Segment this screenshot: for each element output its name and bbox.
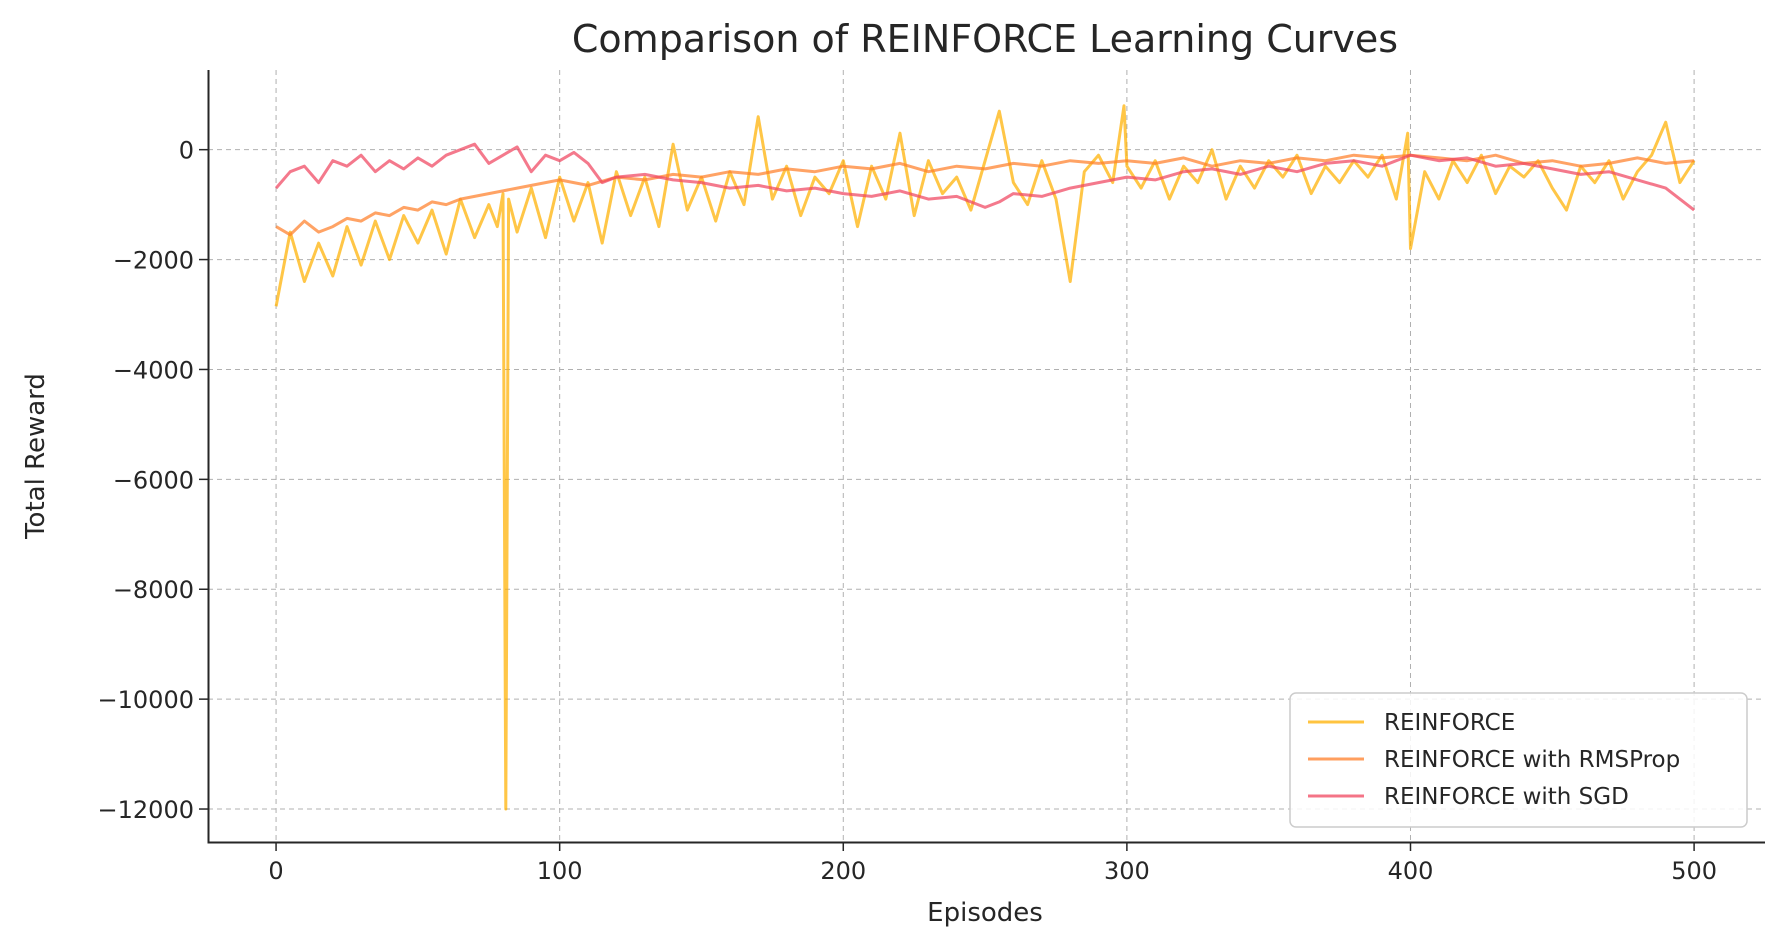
chart-title: Comparison of REINFORCE Learning Curves — [572, 17, 1398, 61]
legend-label-reinforce-with-rmsprop: REINFORCE with RMSProp — [1384, 747, 1680, 773]
y-axis-label: Total Reward — [21, 373, 51, 540]
series-line-reinforce-with-rmsprop — [275, 153, 1695, 237]
y-tick-label: −8000 — [113, 576, 194, 604]
series-line-reinforce — [274, 104, 1696, 811]
x-tick-label: 300 — [1104, 857, 1150, 885]
x-tick-label: 400 — [1388, 857, 1434, 885]
legend-frame — [1289, 692, 1748, 828]
x-ticks: 0 100 200 300 400 500 — [268, 842, 1717, 885]
legend: REINFORCE REINFORCE with RMSProp REINFORCE… — [1289, 692, 1748, 828]
y-tick-label: −4000 — [113, 356, 194, 384]
x-tick-label: 500 — [1671, 857, 1717, 885]
legend-label-reinforce: REINFORCE — [1384, 710, 1515, 736]
y-tick-label: −12000 — [98, 796, 194, 824]
x-tick-label: 200 — [820, 857, 866, 885]
series-line-reinforce-with-sgd — [274, 142, 1696, 212]
y-tick-label: −10000 — [98, 686, 194, 714]
x-tick-label: 100 — [537, 857, 583, 885]
y-tick-label: −6000 — [113, 466, 194, 494]
y-tick-label: 0 — [179, 137, 194, 165]
x-axis-label: Episodes — [927, 898, 1043, 928]
x-tick-label: 0 — [268, 857, 283, 885]
y-ticks: 0 −2000 −4000 −6000 −8000 −10000 −12000 — [98, 137, 208, 824]
series-group — [274, 104, 1696, 811]
legend-items: REINFORCE REINFORCE with RMSProp REINFORCE… — [1308, 710, 1680, 810]
y-tick-label: −2000 — [113, 247, 194, 275]
legend-label-reinforce-with-sgd: REINFORCE with SGD — [1384, 784, 1629, 810]
